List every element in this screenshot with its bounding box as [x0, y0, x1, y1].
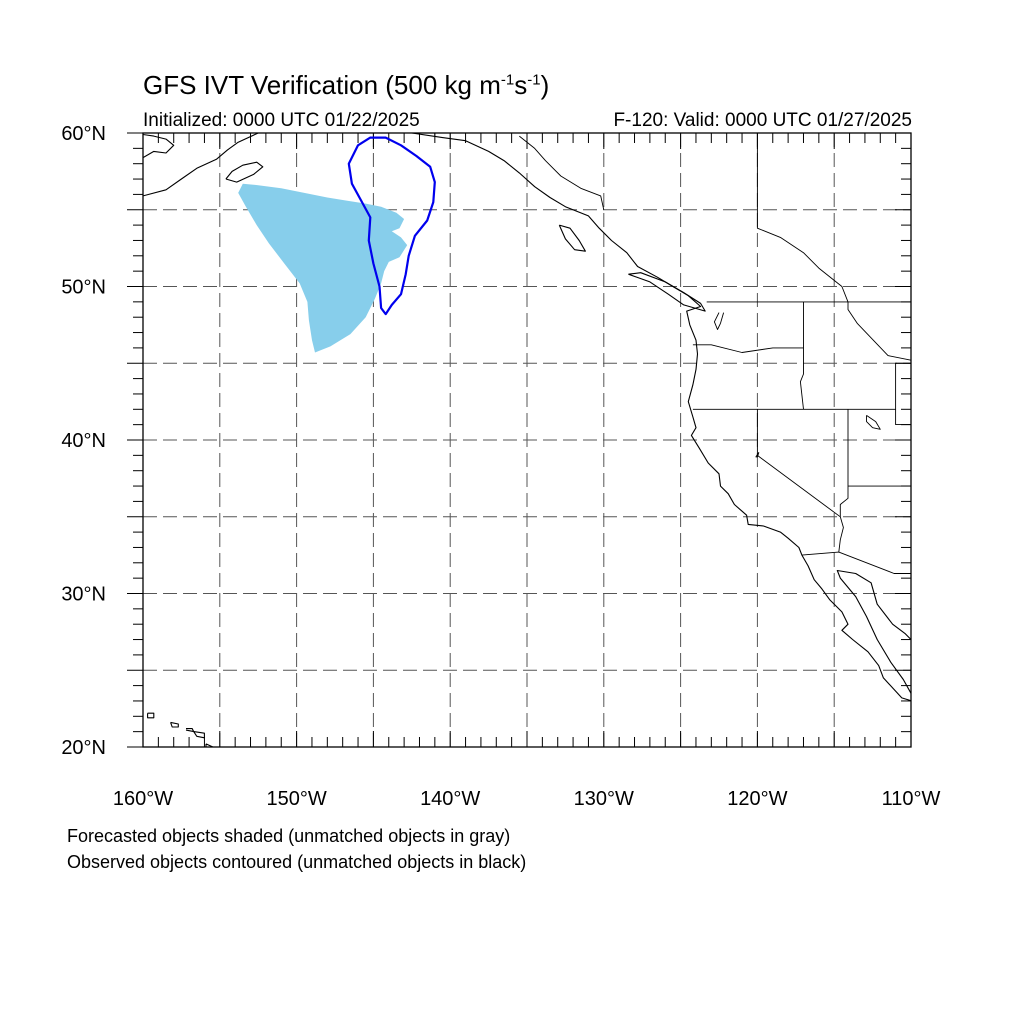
footer-forecast-note: Forecasted objects shaded (unmatched obj… — [67, 826, 511, 846]
coastlines-and-borders — [143, 133, 911, 747]
coastline-gulf-of-california — [836, 569, 911, 694]
title-exponent-1: -1 — [500, 71, 515, 89]
lat-label-60: 60°N — [61, 123, 106, 145]
title-exponent-2: -1 — [527, 71, 541, 89]
coastline-vancouver-island — [628, 272, 706, 312]
coastline-western-north-america — [406, 133, 911, 702]
observed-ivt-object — [347, 136, 436, 316]
lon-label-110: 110°W — [882, 788, 941, 810]
lon-label-120: 120°W — [727, 788, 787, 810]
lat-label-40: 40°N — [61, 430, 106, 452]
latitude-labels: 60°N 50°N 40°N 30°N 20°N — [61, 123, 106, 759]
observed-objects — [347, 136, 436, 316]
coastline-alaska-peninsula — [143, 133, 260, 197]
coastline-kodiak-island — [225, 161, 264, 183]
axis-ticks — [127, 132, 912, 748]
forecast-objects — [238, 183, 408, 353]
coastline-hawaii-island-2 — [185, 728, 195, 733]
lat-label-30: 30°N — [61, 584, 106, 606]
political-border-12 — [847, 301, 911, 361]
political-border-5 — [799, 301, 804, 410]
political-border-10 — [895, 363, 911, 426]
political-border-4 — [692, 344, 804, 353]
title-unit-s: s — [514, 70, 528, 100]
lon-label-130: 130°W — [574, 788, 634, 810]
political-border-8 — [839, 409, 849, 517]
lake-outline-0 — [866, 415, 881, 430]
political-border-14 — [838, 516, 844, 553]
init-time-label: Initialized: 0000 UTC 01/22/2025 — [143, 110, 420, 131]
map-title: GFS IVT Verification (500 kg m-1s-1) — [143, 70, 549, 101]
coastline-alaska-west — [143, 133, 175, 159]
political-border-1 — [519, 135, 605, 210]
forecast-ivt-object — [238, 183, 408, 353]
lake-outline-1 — [713, 312, 725, 330]
coastline-haida-gwaii — [558, 224, 586, 252]
title-close: ) — [540, 70, 550, 100]
political-border-3 — [756, 133, 849, 303]
lat-label-20: 20°N — [61, 737, 106, 759]
lake-outline-2 — [755, 452, 760, 458]
coastline-hawaii-island-0 — [147, 712, 155, 719]
coastline-hawaii-island-1 — [170, 721, 179, 728]
plot-frame — [142, 132, 912, 748]
valid-time-label: F-120: Valid: 0000 UTC 01/27/2025 — [613, 110, 912, 131]
longitude-labels: 160°W 150°W 140°W 130°W 120°W 110°W — [113, 788, 941, 810]
lon-label-140: 140°W — [420, 788, 480, 810]
political-border-13 — [801, 551, 911, 574]
lat-label-50: 50°N — [61, 277, 106, 299]
footer-observed-note: Observed objects contoured (unmatched ob… — [67, 852, 527, 872]
title-main: GFS IVT Verification (500 kg m — [143, 70, 501, 100]
lon-label-160: 160°W — [113, 788, 173, 810]
coastline-hawaii-island-3 — [193, 731, 205, 739]
political-border-7 — [756, 409, 841, 518]
lon-label-150: 150°W — [266, 788, 326, 810]
